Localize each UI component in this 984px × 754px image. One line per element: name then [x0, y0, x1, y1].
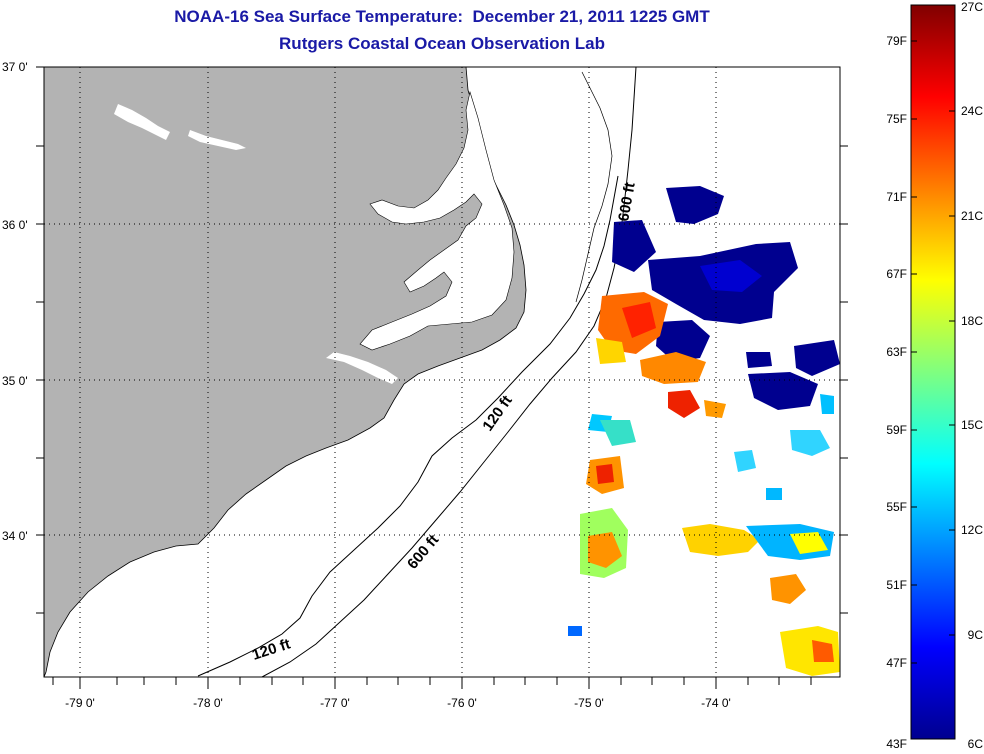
map-subtitle: Rutgers Coastal Ocean Observation Lab	[279, 34, 605, 53]
contour-120ft	[197, 175, 619, 677]
colorbar-label-c: 12C	[961, 523, 983, 537]
graticule	[44, 67, 840, 677]
lat-label: 35 0'	[2, 374, 28, 388]
depth-label-600ft-north: 600 ft	[615, 181, 639, 223]
lat-label: 36 0'	[2, 218, 28, 232]
albemarle-inlet	[114, 104, 170, 140]
colorbar-label-f: 71F	[886, 190, 907, 204]
colorbar-label-c: 6C	[968, 737, 984, 751]
lat-label: 34 0'	[2, 529, 28, 543]
colorbar-label-f: 75F	[886, 112, 907, 126]
colorbar-label-f: 63F	[886, 345, 907, 359]
map-title: NOAA-16 Sea Surface Temperature: Decembe…	[174, 7, 710, 26]
colorbar-label-c: 15C	[961, 418, 983, 432]
map-frame	[43, 66, 841, 678]
colorbar-label-c: 9C	[968, 628, 984, 642]
colorbar-label-f: 67F	[886, 267, 907, 281]
shelf-edge	[575, 71, 613, 303]
colorbar-label-f: 59F	[886, 423, 907, 437]
lat-label: 37 0'	[2, 60, 28, 74]
colorbar-label-c: 27C	[961, 0, 983, 14]
colorbar-label-f: 79F	[886, 34, 907, 48]
colorbar-label-f: 51F	[886, 578, 907, 592]
lon-label: -77 0'	[320, 696, 350, 710]
lon-label: -78 0'	[193, 696, 223, 710]
albemarle-inlet-2	[188, 130, 246, 150]
colorbar	[910, 4, 956, 740]
colorbar-label-f: 55F	[886, 500, 907, 514]
pamlico-sound	[359, 90, 515, 351]
colorbar-ticks	[911, 40, 955, 664]
colorbar-label-c: 24C	[961, 104, 983, 118]
neuse-river	[326, 352, 398, 384]
colorbar-label-c: 21C	[961, 209, 983, 223]
lon-label: -79 0'	[65, 696, 95, 710]
sst-data-layer	[568, 186, 840, 676]
lon-label: -75 0'	[574, 696, 604, 710]
colorbar-label-f: 47F	[886, 656, 907, 670]
lon-label: -74 0'	[701, 696, 731, 710]
lon-label: -76 0'	[447, 696, 477, 710]
colorbar-label-c: 18C	[961, 314, 983, 328]
axis-ticks	[36, 66, 848, 689]
colorbar-label-f: 43F	[886, 737, 907, 751]
